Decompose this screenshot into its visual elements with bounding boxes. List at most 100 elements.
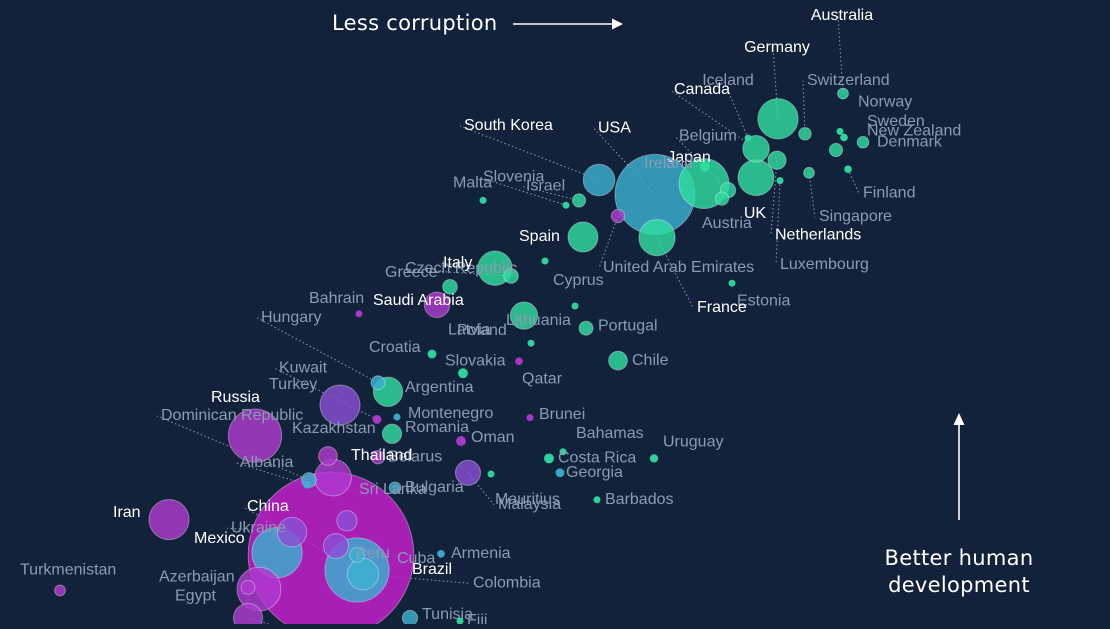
- bubble-colombia: [346, 558, 380, 591]
- label-armenia: Armenia: [451, 545, 511, 562]
- label-russia: Russia: [211, 389, 260, 406]
- label-china: China: [247, 498, 289, 515]
- bubble-saudi-arabia: [423, 291, 451, 319]
- label-spain: Spain: [519, 228, 560, 245]
- label-norway: Norway: [858, 94, 912, 111]
- label-latvia: Latvia: [448, 321, 491, 338]
- bubble-uk: [737, 159, 775, 197]
- label-dominican-republic: Dominican Republic: [161, 407, 303, 424]
- y-axis-label: Better human development: [884, 546, 1034, 597]
- label-saudi-arabia: Saudi Arabia: [373, 292, 464, 309]
- label-belgium: Belgium: [679, 127, 737, 144]
- bubble-qatar: [515, 357, 523, 366]
- bubble-austria: [714, 191, 730, 206]
- bubble-greece: [442, 278, 458, 295]
- bubble-belarus: [370, 450, 386, 465]
- bubble-slovenia: [562, 201, 570, 209]
- label-switzerland: Switzerland: [807, 72, 890, 89]
- bubble-norway: [836, 127, 844, 135]
- bubble-united-arab-emirates: [610, 208, 626, 224]
- leader-south-korea: [459, 125, 600, 181]
- bubble-kazakhstan: [318, 446, 338, 466]
- bubble-hungary: [370, 375, 386, 391]
- bubble-peru: [322, 532, 350, 560]
- label-qatar: Qatar: [522, 370, 563, 387]
- bubble-bulgaria: [388, 481, 402, 495]
- bubble-new-zealand: [840, 133, 848, 142]
- bubble-iceland: [744, 134, 752, 142]
- label-brazil: Brazil: [412, 561, 452, 578]
- bubble-australia: [837, 87, 849, 100]
- bubble-kuwait: [372, 414, 382, 424]
- bubble-sri-lanka: [336, 510, 358, 532]
- label-cuba: Cuba: [397, 550, 435, 567]
- label-iceland: Iceland: [702, 72, 754, 89]
- label-uruguay: Uruguay: [663, 434, 723, 451]
- bubble-cyprus: [541, 257, 549, 265]
- label-cyprus: Cyprus: [553, 272, 604, 289]
- bubble-mauritius: [487, 470, 495, 478]
- label-australia: Australia: [811, 7, 873, 24]
- x-axis-label: Less corruption: [332, 11, 498, 35]
- label-barbados: Barbados: [605, 491, 674, 508]
- bubble-costa-rica: [544, 453, 554, 464]
- label-oman: Oman: [471, 429, 515, 446]
- label-costa-rica: Costa Rica: [558, 450, 636, 467]
- label-bulgaria: Bulgaria: [405, 479, 464, 496]
- label-azerbaijan: Azerbaijan: [159, 569, 235, 586]
- bubble-tunisia: [401, 609, 419, 627]
- label-mexico: Mexico: [194, 530, 245, 547]
- label-croatia: Croatia: [369, 339, 421, 356]
- label-malaysia: Malaysia: [498, 496, 561, 513]
- label-kuwait: Kuwait: [279, 360, 328, 377]
- bubble-georgia: [555, 468, 565, 478]
- bubble-brunei: [526, 414, 534, 422]
- label-usa: USA: [598, 120, 631, 137]
- bubble-switzerland: [798, 127, 812, 141]
- bubble-uruguay: [649, 454, 659, 463]
- bubble-armenia: [437, 549, 445, 558]
- axis-arrows: [513, 18, 965, 520]
- bubble-estonia: [728, 279, 736, 287]
- bubble-malaysia: [454, 459, 482, 486]
- label-luxembourg: Luxembourg: [780, 256, 869, 273]
- label-mauritius: Mauritius: [495, 491, 560, 508]
- label-finland: Finland: [863, 184, 915, 201]
- label-peru: Peru: [356, 545, 390, 562]
- bubble-germany: [757, 98, 799, 140]
- label-canada: Canada: [674, 81, 730, 98]
- label-south-korea: South Korea: [464, 117, 553, 134]
- bubble-barbados: [593, 496, 601, 504]
- leader-luxembourg: [775, 180, 781, 265]
- bubble-turkmenistan: [54, 584, 66, 597]
- bubble-chile: [608, 350, 628, 371]
- leader-dominican-republic: [156, 415, 310, 481]
- bubble-lithuania: [571, 302, 579, 310]
- label-chile: Chile: [632, 352, 669, 369]
- bubble-romania: [381, 423, 403, 444]
- label-belarus: Belarus: [388, 448, 442, 465]
- label-hungary: Hungary: [261, 309, 321, 326]
- bubble-slovakia: [458, 368, 468, 379]
- label-estonia: Estonia: [737, 292, 790, 309]
- leader-australia: [837, 15, 844, 94]
- label-slovakia: Slovakia: [445, 352, 506, 369]
- label-uk: UK: [744, 205, 767, 222]
- label-thailand: Thailand: [351, 447, 412, 464]
- bubble-latvia: [527, 339, 535, 347]
- bubble-italy: [477, 250, 513, 286]
- bubble-thailand: [314, 458, 352, 497]
- label-iran: Iran: [113, 504, 141, 521]
- label-argentina: Argentina: [405, 379, 474, 396]
- bubble-iran: [148, 499, 190, 541]
- label-japan: Japan: [667, 149, 711, 166]
- bubble-albania: [303, 480, 311, 489]
- bubble-azerbaijan: [240, 579, 256, 595]
- leader-slovenia: [478, 176, 567, 206]
- bubble-croatia: [427, 349, 437, 359]
- label-brunei: Brunei: [539, 406, 585, 423]
- label-fiji: Fiji: [467, 612, 487, 624]
- label-netherlands: Netherlands: [775, 226, 861, 243]
- bubble-sweden: [828, 142, 844, 158]
